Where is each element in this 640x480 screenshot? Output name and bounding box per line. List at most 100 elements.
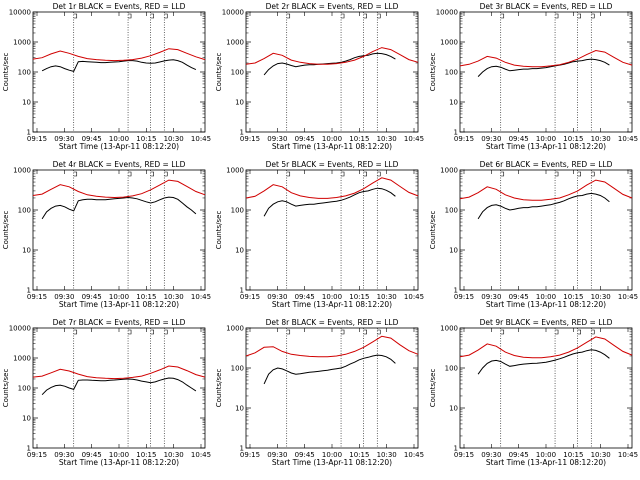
y-axis-label: Counts/sec [215,211,223,250]
marker-flag [73,329,78,335]
axes-frame [459,11,633,133]
y-tick-label: 1 [240,445,244,453]
x-tick-label: 09:30 [54,135,74,143]
y-tick-label: 1 [454,445,458,453]
y-tick-label: 1 [27,445,31,453]
y-tick-label: 10 [449,405,458,413]
x-tick-label: 10:15 [563,293,583,301]
y-tick-label: 100 [18,385,31,393]
x-tick-label: 09:30 [54,451,74,459]
x-tick-label: 09:15 [27,293,47,301]
x-tick-label: 09:45 [295,135,315,143]
marker-flag [363,171,367,177]
marker-flag [341,329,345,335]
y-tick-label: 1 [27,287,31,295]
x-tick-label: 09:15 [454,293,474,301]
events-series-line [263,187,396,217]
marker-flag [150,171,154,177]
panel-title: Det 1r BLACK = Events, RED = LLD [53,2,186,11]
x-tick-label: 10:15 [136,293,156,301]
y-axis-label: Counts/sec [215,369,223,408]
x-tick-label: 09:15 [454,135,474,143]
marker-flag [150,329,154,335]
detector-panel-2: Det 2r BLACK = Events, RED = LLD 1 10 100 10… [215,2,424,151]
y-tick-label: 10 [449,247,458,255]
panel-title: Det 8r BLACK = Events, RED = LLD [266,318,399,327]
y-tick-label: 1000 [440,39,458,47]
panel-title: Det 9r BLACK = Events, RED = LLD [480,318,613,327]
x-tick-label: 10:15 [136,451,156,459]
events-series-line [41,59,197,72]
x-tick-label: 09:30 [267,293,287,301]
x-tick-label: 10:00 [322,135,342,143]
x-tick-label: 10:00 [536,293,556,301]
y-axis-label: Counts/sec [429,369,437,408]
lld-series-line [245,177,419,199]
x-tick-label: 09:15 [240,135,260,143]
marker-flag [377,171,381,177]
y-tick-label: 10 [235,405,244,413]
panel-title: Det 6r BLACK = Events, RED = LLD [480,160,613,169]
x-tick-label: 10:00 [536,451,556,459]
x-tick-label: 10:00 [109,135,129,143]
y-tick-label: 10000 [222,9,244,17]
x-axis-label: Start Time (13-Apr-11 08:12:20) [486,458,606,467]
y-tick-label: 10 [235,99,244,107]
y-tick-label: 10 [235,247,244,255]
detector-panel-4: Det 4r BLACK = Events, RED = LLD 1 10 100 10… [2,160,211,309]
y-tick-label: 1000 [226,167,244,175]
x-tick-label: 10:45 [191,451,211,459]
y-tick-label: 1000 [440,167,458,175]
y-axis-label: Counts/sec [215,53,223,92]
detector-panel-9: Det 9r BLACK = Events, RED = LLD 1 10 100 10… [429,318,638,467]
marker-flag [500,329,505,335]
x-tick-label: 10:45 [618,293,638,301]
y-tick-label: 10000 [436,9,458,17]
events-series-line [263,354,396,385]
marker-flag [128,171,132,177]
y-axis-label: Counts/sec [2,53,10,92]
x-tick-label: 10:30 [377,293,397,301]
x-tick-label: 09:30 [267,451,287,459]
marker-flag [577,171,581,177]
x-tick-label: 09:15 [240,293,260,301]
events-series-line [41,377,197,396]
x-tick-label: 09:15 [454,451,474,459]
y-tick-label: 100 [445,69,458,77]
x-tick-label: 09:45 [509,293,529,301]
marker-flag [164,171,168,177]
x-tick-label: 10:00 [536,135,556,143]
marker-flag [73,171,78,177]
x-tick-label: 09:45 [509,451,529,459]
y-axis-label: Counts/sec [2,211,10,250]
marker-flag [73,13,78,19]
marker-flag [164,329,168,335]
x-tick-label: 09:45 [82,135,102,143]
y-tick-label: 1000 [13,39,31,47]
y-tick-label: 1 [454,287,458,295]
x-axis-label: Start Time (13-Apr-11 08:12:20) [272,142,392,151]
x-tick-label: 09:45 [509,135,529,143]
events-series-line [263,52,396,76]
x-tick-label: 10:00 [322,293,342,301]
marker-flag [591,13,595,19]
x-axis-label: Start Time (13-Apr-11 08:12:20) [59,142,179,151]
lld-series-line [32,48,206,62]
marker-flag [341,13,345,19]
y-axis-label: Counts/sec [2,369,10,408]
marker-flag [500,13,505,19]
lld-series-line [245,335,419,358]
x-tick-label: 09:45 [82,451,102,459]
lld-series-line [459,179,633,201]
y-tick-label: 1000 [440,325,458,333]
marker-flag [591,329,595,335]
axes-frame [32,169,206,291]
x-tick-label: 10:15 [136,135,156,143]
y-tick-label: 1 [454,129,458,137]
x-tick-label: 10:15 [563,451,583,459]
x-tick-label: 10:30 [377,135,397,143]
axes-frame [245,11,419,133]
detector-panel-6: Det 6r BLACK = Events, RED = LLD 1 10 100 10… [429,160,638,309]
x-tick-label: 10:00 [322,451,342,459]
